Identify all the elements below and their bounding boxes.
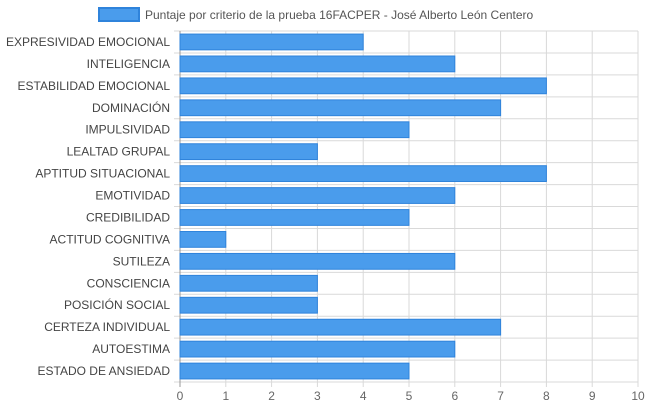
category-label: POSICIÓN SOCIAL — [64, 297, 170, 312]
bar[interactable] — [179, 33, 364, 51]
bar[interactable] — [179, 99, 502, 117]
bars — [179, 33, 547, 380]
x-tick-label: 9 — [589, 389, 596, 403]
x-tick-label: 6 — [451, 389, 458, 403]
category-label: LEALTAD GRUPAL — [67, 145, 171, 159]
bar[interactable] — [179, 274, 318, 292]
x-axis-tick-labels: 0 1 2 3 4 5 6 7 8 9 10 — [177, 389, 645, 403]
x-tick-label: 10 — [631, 389, 645, 403]
x-tick-label: 4 — [360, 389, 367, 403]
x-tick-label: 3 — [314, 389, 321, 403]
bar[interactable] — [179, 318, 502, 336]
category-label: APTITUD SITUACIONAL — [35, 167, 170, 181]
bar[interactable] — [179, 340, 456, 358]
category-label: CERTEZA INDIVIDUAL — [44, 320, 170, 334]
category-label: DOMINACIÓN — [92, 100, 170, 115]
category-label: EXPRESIVIDAD EMOCIONAL — [6, 35, 170, 49]
bar[interactable] — [179, 231, 227, 248]
category-label: SUTILEZA — [113, 254, 170, 268]
category-label: CONSCIENCIA — [87, 276, 170, 290]
bar[interactable] — [179, 165, 547, 182]
bar[interactable] — [179, 252, 456, 270]
bar[interactable] — [179, 55, 456, 73]
bar[interactable] — [179, 143, 318, 161]
category-label: INTELIGENCIA — [87, 57, 170, 71]
category-label: IMPULSIVIDAD — [85, 123, 170, 137]
x-tick-label: 8 — [543, 389, 550, 403]
x-tick-label: 2 — [268, 389, 275, 403]
category-label: ESTADO DE ANSIEDAD — [38, 364, 171, 378]
x-tick-label: 0 — [177, 389, 184, 403]
category-label: CREDIBILIDAD — [86, 210, 170, 224]
chart-legend[interactable]: Puntaje por criterio de la prueba 16FACP… — [98, 7, 534, 22]
bar[interactable] — [179, 187, 456, 204]
bar[interactable] — [179, 209, 410, 226]
category-labels: EXPRESIVIDAD EMOCIONAL INTELIGENCIA ESTABI… — [6, 35, 170, 378]
category-label: AUTOESTIMA — [92, 342, 170, 356]
category-label: ESTABILIDAD EMOCIONAL — [18, 79, 171, 93]
category-label: EMOTIVIDAD — [95, 189, 170, 203]
legend-swatch — [98, 7, 140, 22]
bar[interactable] — [179, 296, 318, 314]
x-tick-label: 1 — [222, 389, 229, 403]
bar[interactable] — [179, 362, 410, 380]
category-label: ACTITUD COGNITIVA — [50, 232, 170, 246]
bar[interactable] — [179, 77, 547, 95]
legend-label: Puntaje por criterio de la prueba 16FACP… — [145, 8, 534, 22]
bar[interactable] — [179, 121, 410, 139]
x-tick-label: 5 — [406, 389, 413, 403]
x-tick-label: 7 — [497, 389, 504, 403]
